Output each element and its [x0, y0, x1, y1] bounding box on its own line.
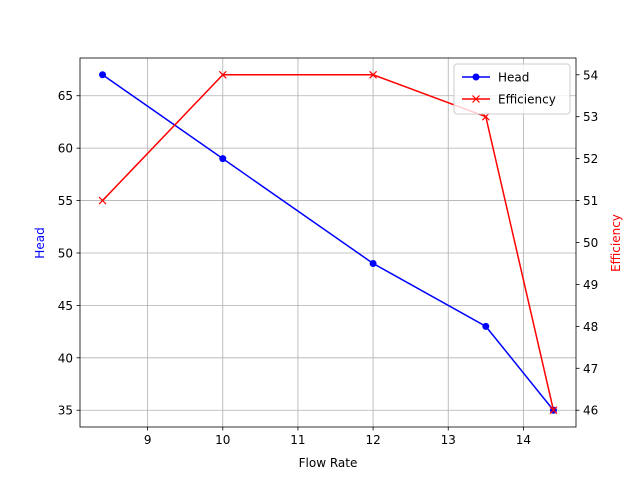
plot-frame	[79, 57, 577, 428]
y2-tick-label: 50	[583, 236, 598, 250]
y-tick-label: 40	[58, 351, 73, 365]
x-tick-label: 9	[144, 433, 152, 447]
marker	[99, 71, 107, 79]
y-tick-label: 45	[58, 299, 73, 313]
y2-tick-label: 52	[583, 152, 598, 166]
y2-axis-label: Efficiency	[609, 214, 623, 272]
x-tick-label: 14	[516, 433, 531, 447]
legend-label: Head	[498, 71, 529, 85]
x-tick-label: 10	[215, 433, 230, 447]
marker	[369, 70, 378, 79]
marker	[218, 70, 227, 79]
y-axis-label: Head	[33, 227, 47, 258]
legend-marker	[472, 95, 480, 103]
y2-tick-label: 54	[583, 68, 598, 82]
y-tick-label: 65	[58, 89, 73, 103]
marker	[369, 259, 377, 267]
y-tick-label: 35	[58, 404, 73, 418]
y2-tick-label: 48	[583, 320, 598, 334]
x-tick-label: 12	[365, 433, 380, 447]
marker	[98, 196, 107, 205]
legend-label: Efficiency	[498, 93, 556, 107]
marker	[549, 406, 558, 415]
y-tick-label: 55	[58, 194, 73, 208]
x-tick-label: 13	[441, 433, 456, 447]
x-axis-label: Flow Rate	[299, 456, 358, 470]
y-tick-label: 60	[58, 142, 73, 156]
y2-tick-label: 47	[583, 362, 598, 376]
y2-tick-label: 49	[583, 278, 598, 292]
y2-tick-label: 51	[583, 194, 598, 208]
y2-tick-label: 46	[583, 404, 598, 418]
marker	[482, 322, 490, 330]
y-tick-label: 50	[58, 246, 73, 260]
legend-marker	[472, 73, 480, 81]
x-tick-label: 11	[290, 433, 305, 447]
marker	[219, 155, 227, 163]
y2-tick-label: 53	[583, 110, 598, 124]
